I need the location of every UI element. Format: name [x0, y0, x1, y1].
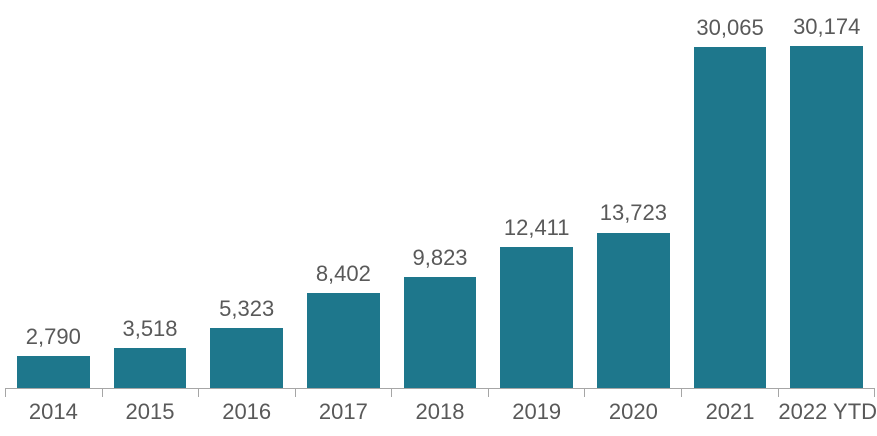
bar-2020[interactable]: [597, 232, 670, 388]
x-axis-tick: [487, 389, 585, 397]
bar-column: 13,723: [585, 201, 682, 388]
bar-value-label: 2,790: [25, 324, 81, 350]
bar-column: 30,065: [682, 15, 779, 388]
x-axis-tick: [294, 389, 392, 397]
x-axis-tick: [584, 389, 681, 397]
bar-value-label: 5,323: [219, 295, 275, 321]
x-axis-tick: [391, 389, 488, 397]
x-axis-label: 2019: [512, 399, 562, 424]
bar-column: 5,323: [198, 295, 295, 388]
x-axis-label: 2017: [318, 399, 368, 424]
x-axis-tick: [777, 389, 876, 397]
bar-2016[interactable]: [210, 327, 283, 388]
bar-column: 8,402: [295, 260, 392, 388]
bar-value-label: 12,411: [503, 215, 570, 241]
bar-value-label: 9,823: [412, 244, 468, 270]
bar-value-label: 13,723: [599, 200, 668, 226]
x-axis-label: 2016: [222, 399, 272, 424]
plot-area: 2,790 3,518 5,323 8,402 9,823 12,411 13,723 30,…: [5, 0, 875, 388]
bar-column: 30,174: [778, 13, 875, 388]
x-axis-label: 2021: [705, 399, 755, 424]
bar-value-label: 30,174: [793, 13, 861, 39]
bar-column: 9,823: [392, 244, 489, 388]
x-axis-label: 2018: [415, 399, 465, 424]
bar-2015[interactable]: [113, 348, 187, 388]
x-axis-tick: [101, 389, 199, 397]
x-axis-tick: [680, 389, 778, 397]
bar-value-label: 30,065: [696, 15, 764, 41]
x-axis-line: [5, 388, 876, 397]
bar-column: 3,518: [102, 315, 199, 388]
x-axis-label: 2015: [125, 399, 175, 424]
x-axis-tick: [5, 389, 102, 397]
bar-column: 2,790: [5, 325, 102, 388]
x-axis-label: 2014: [28, 399, 78, 424]
x-axis-label: 2022 YTD: [778, 399, 877, 424]
x-axis-tick: [198, 389, 295, 397]
x-axis-labels-row: 2014 2015 2016 2017 2018 2019 2020 2021 2022 YTD: [5, 399, 877, 424]
x-axis-label: 2020: [608, 399, 658, 424]
bar-2019[interactable]: [500, 247, 573, 388]
bar-value-label: 8,402: [315, 260, 371, 286]
bar-2022-ytd[interactable]: [790, 46, 863, 388]
bar-2018[interactable]: [403, 276, 477, 388]
bar-2021[interactable]: [693, 47, 767, 388]
bar-2017[interactable]: [307, 292, 380, 388]
bar-column: 12,411: [488, 215, 585, 388]
bar-2014[interactable]: [17, 356, 90, 388]
bar-value-label: 3,518: [122, 315, 178, 341]
